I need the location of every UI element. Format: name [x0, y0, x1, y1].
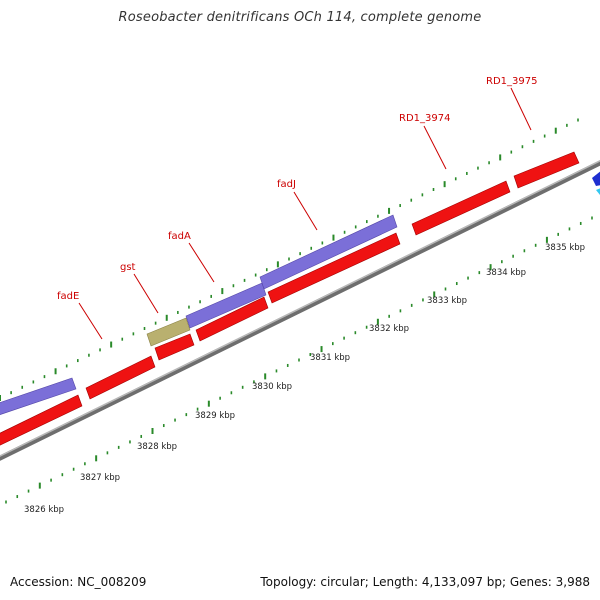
gene-reverse-2[interactable]	[85, 355, 156, 400]
kbp-label: 3828 kbp	[137, 442, 177, 452]
gene-offscreen-cyan[interactable]	[596, 186, 600, 200]
upper-tick-rail	[0, 118, 579, 401]
kbp-label: 3830 kbp	[252, 382, 292, 392]
map-title: Roseobacter denitrificans OCh 114, compl…	[118, 10, 482, 25]
gene-reverse-4[interactable]	[195, 296, 269, 342]
gene-reverse-1[interactable]	[0, 394, 83, 450]
gene-leader-line	[510, 87, 532, 131]
gene-leader-line	[133, 273, 159, 314]
gene-leader-line	[188, 242, 215, 283]
gene-leader-line	[423, 125, 447, 170]
gene-labels: fadE gst fadA fadJ RD1_3974 RD1_3975	[57, 76, 537, 340]
gene-label-fade[interactable]: fadE	[57, 291, 79, 302]
kbp-label: 3834 kbp	[486, 268, 526, 278]
gene-leader-line	[293, 191, 318, 231]
kbp-label: 3827 kbp	[80, 473, 120, 483]
gene-fadA[interactable]	[185, 282, 267, 329]
kbp-scale-labels: 3826 kbp 3827 kbp 3828 kbp 3829 kbp 3830 kbp…	[24, 243, 585, 515]
forward-strand-genes	[0, 214, 398, 418]
gene-reverse-6[interactable]	[411, 180, 511, 236]
gene-label-fada[interactable]: fadA	[168, 231, 191, 242]
accession-text: Accession: NC_008209	[10, 575, 147, 589]
genome-summary-text: Topology: circular; Length: 4,133,097 bp…	[260, 575, 590, 589]
kbp-label: 3831 kbp	[310, 353, 350, 363]
genome-backbone	[0, 160, 600, 461]
gene-fadJ[interactable]	[259, 214, 398, 290]
genome-backbone-highlight	[0, 160, 600, 457]
gene-label-fadj[interactable]: fadJ	[277, 179, 296, 190]
reverse-strand-genes	[0, 151, 580, 450]
gene-reverse-7[interactable]	[513, 151, 580, 189]
gene-gst[interactable]	[146, 317, 191, 347]
gene-forward-left[interactable]	[0, 377, 77, 418]
kbp-label: 3832 kbp	[369, 324, 409, 334]
gene-reverse-3[interactable]	[154, 333, 195, 361]
gene-leader-line	[78, 302, 103, 340]
gene-label-gst[interactable]: gst	[120, 262, 136, 273]
kbp-label: 3826 kbp	[24, 505, 64, 515]
lower-tick-rail	[5, 216, 593, 504]
gene-label-rd1_3975[interactable]: RD1_3975	[486, 76, 537, 87]
gene-offscreen-blue[interactable]	[592, 170, 600, 186]
kbp-label: 3833 kbp	[427, 296, 467, 306]
kbp-label: 3829 kbp	[195, 411, 235, 421]
gene-reverse-5[interactable]	[267, 232, 401, 304]
gene-label-rd1_3974[interactable]: RD1_3974	[399, 113, 450, 124]
kbp-label: 3835 kbp	[545, 243, 585, 253]
